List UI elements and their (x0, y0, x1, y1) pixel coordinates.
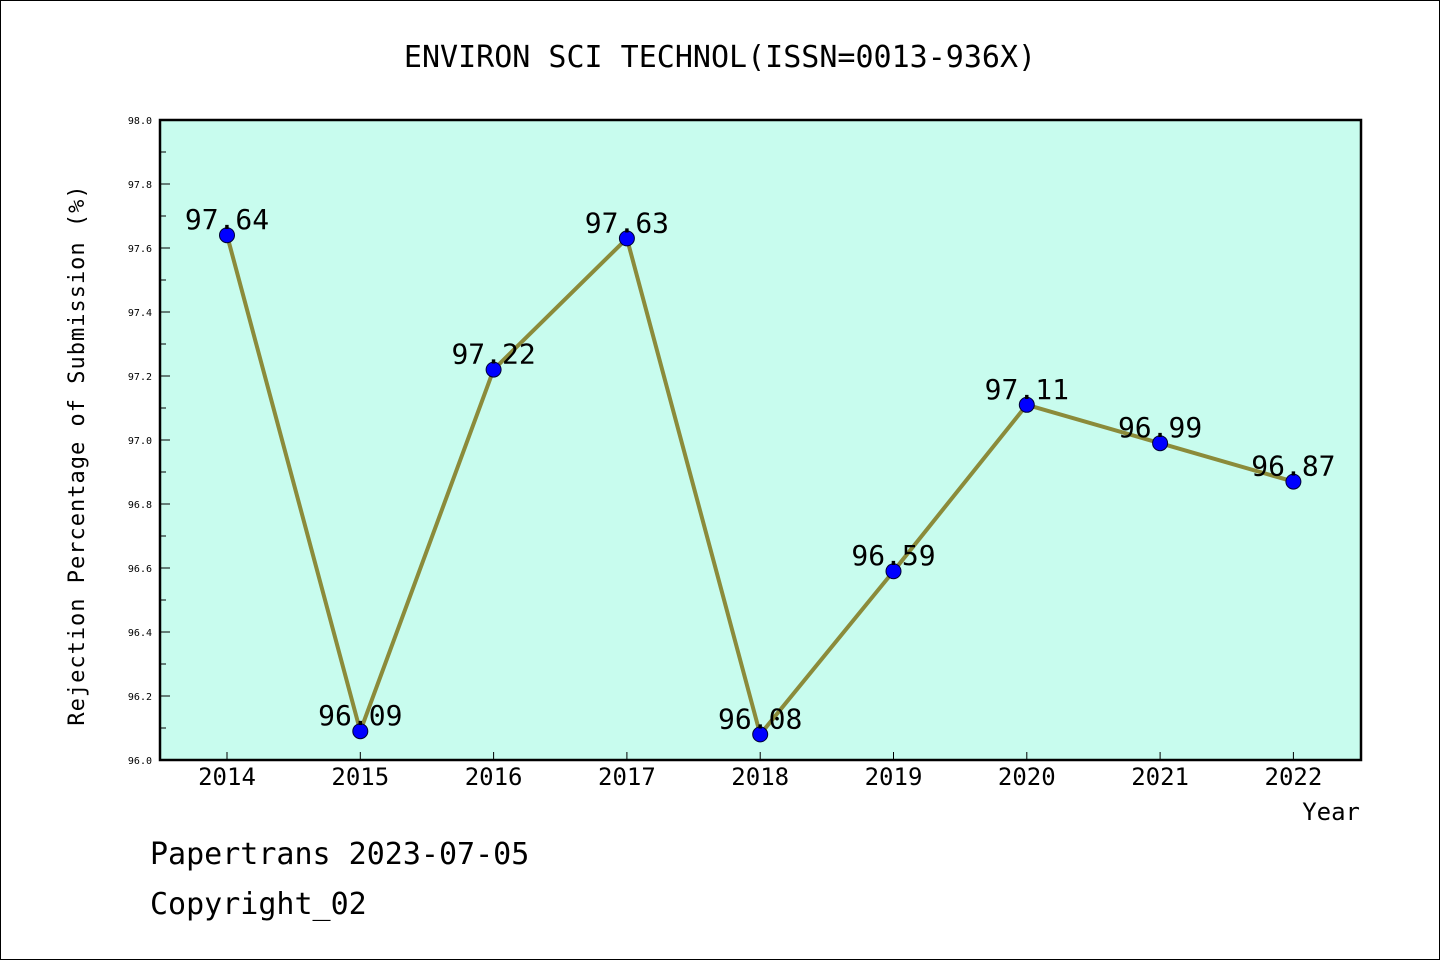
data-point-marker (219, 227, 235, 244)
y-axis-label: Rejection Percentage of Submission (%) (65, 184, 90, 725)
y-tick-label: 97.0 (128, 436, 152, 447)
y-tick-label: 96.2 (128, 692, 152, 703)
y-tick-label: 98.0 (128, 116, 152, 127)
data-label: 96.87 (1251, 450, 1335, 483)
footer-date: Papertrans 2023-07-05 (150, 837, 529, 872)
data-markers (219, 227, 1302, 743)
data-point-marker (1152, 435, 1169, 452)
footer-copyright: Copyright_02 (150, 887, 367, 922)
y-tick-label: 97.6 (128, 244, 152, 255)
data-label: 96.99 (1118, 411, 1202, 444)
data-label: 96.09 (318, 699, 402, 732)
x-tick-label: 2018 (731, 763, 789, 791)
x-tick-label: 2019 (865, 763, 923, 791)
data-point-marker (618, 230, 635, 247)
data-label: 97.22 (451, 338, 535, 371)
data-label: 97.63 (585, 206, 669, 239)
data-label: 96.59 (851, 539, 935, 572)
x-tick-label: 2017 (598, 763, 656, 791)
x-tick-label: 2021 (1131, 763, 1189, 791)
x-axis-label: Year (1302, 798, 1360, 826)
data-label: 97.11 (985, 373, 1069, 406)
data-point-marker (752, 726, 769, 743)
x-tick-label: 2022 (1265, 763, 1323, 791)
data-point-marker (352, 723, 369, 740)
data-point-marker (885, 563, 902, 580)
y-tick-label: 97.2 (128, 372, 152, 383)
data-label: 96.08 (718, 702, 802, 735)
x-tick-labels: 2014 2015 2016 2017 2018 2019 2020 2021 2022 (198, 752, 1322, 791)
data-point-marker (485, 361, 502, 378)
y-tick-label: 96.8 (128, 500, 152, 511)
x-tick-label: 2020 (998, 763, 1056, 791)
data-point-marker (1285, 473, 1302, 490)
data-point-marker (1018, 396, 1035, 413)
x-tick-label: 2015 (331, 763, 389, 791)
x-tick-label: 2016 (465, 763, 523, 791)
y-tick-label: 97.4 (128, 308, 152, 319)
chart-title: ENVIRON SCI TECHNOL(ISSN=0013-936X) (404, 40, 1036, 75)
y-tick-label: 96.0 (128, 756, 152, 767)
y-tick-label: 96.4 (128, 628, 152, 639)
plot-border (158, 118, 1363, 762)
data-labels: 97.64 96.09 97.22 97.63 96.08 96.59 97.11 96.99… (185, 203, 1336, 735)
y-tick-label: 97.8 (128, 180, 152, 191)
data-label: 97.64 (185, 203, 269, 236)
x-tick-label: 2014 (198, 763, 256, 791)
y-tick-label: 96.6 (128, 564, 152, 575)
y-tick-labels: 96.0 96.2 96.4 96.6 96.8 97.0 97.2 97.4 97.6 97.8… (128, 116, 152, 767)
